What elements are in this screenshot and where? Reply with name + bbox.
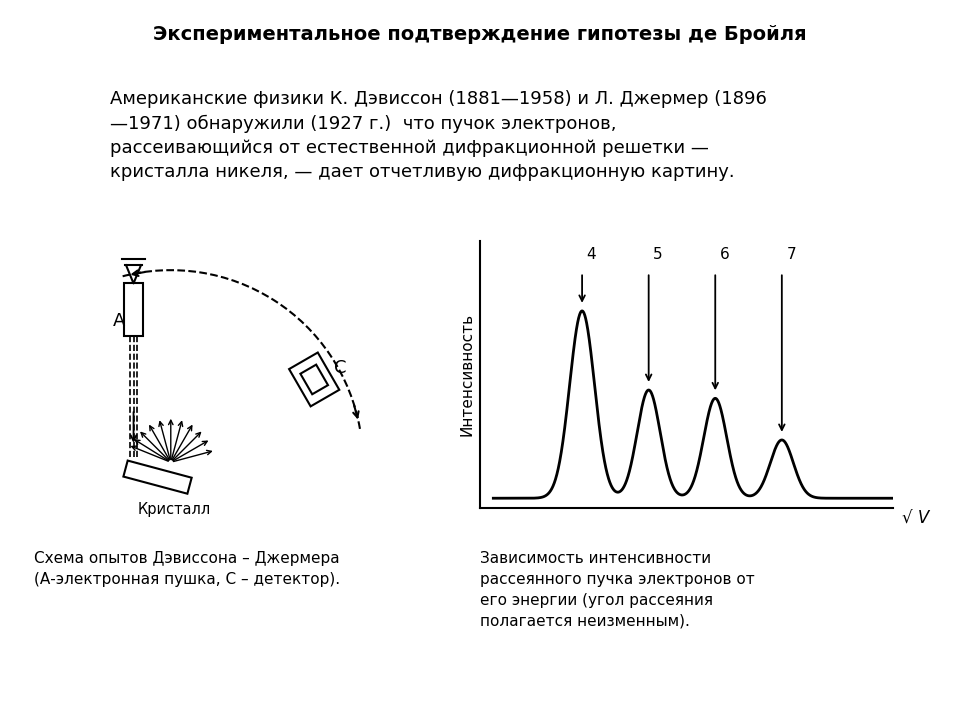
Text: 4: 4 [587, 247, 596, 262]
Bar [125, 284, 143, 336]
Text: Экспериментальное подтверждение гипотезы де Бройля: Экспериментальное подтверждение гипотезы… [154, 25, 806, 44]
Text: 7: 7 [786, 247, 796, 262]
Text: Зависимость интенсивности
рассеянного пучка электронов от
его энергии (угол расс: Зависимость интенсивности рассеянного пу… [480, 551, 755, 629]
Y-axis label: Интенсивность: Интенсивность [460, 312, 474, 436]
Text: 6: 6 [720, 247, 730, 262]
Text: A: A [113, 312, 125, 330]
Polygon shape [289, 353, 339, 406]
Text: 5: 5 [653, 247, 662, 262]
Text: Схема опытов Дэвиссона – Джермера
(А-электронная пушка, С – детектор).: Схема опытов Дэвиссона – Джермера (А-эле… [34, 551, 340, 587]
Text: C: C [334, 359, 347, 377]
Text: Кристалл: Кристалл [137, 502, 211, 516]
Text: √ V: √ V [901, 510, 929, 528]
Polygon shape [124, 461, 192, 494]
Text: Американские физики К. Дэвиссон (1881—1958) и Л. Джермер (1896
—1971) обнаружили: Американские физики К. Дэвиссон (1881—19… [110, 90, 767, 181]
